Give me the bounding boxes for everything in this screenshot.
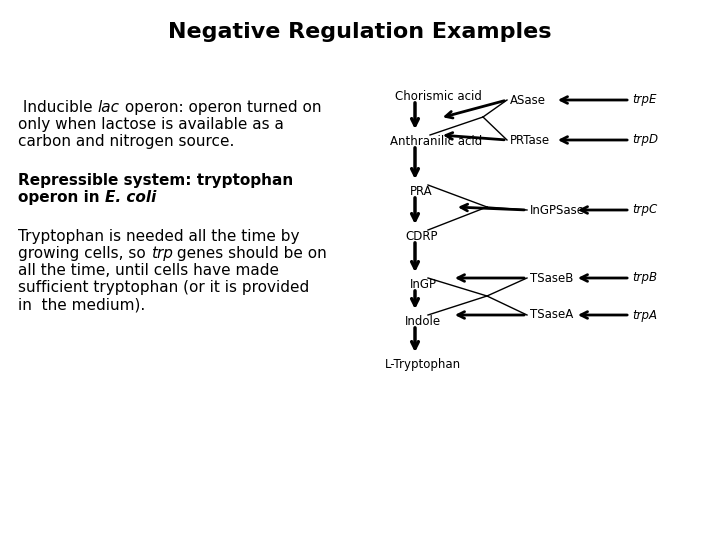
Text: only when lactose is available as a: only when lactose is available as a	[18, 117, 284, 132]
Text: trpB: trpB	[632, 272, 657, 285]
Text: InGP: InGP	[410, 278, 437, 291]
Text: ASase: ASase	[510, 93, 546, 106]
Text: Anthranilic acid: Anthranilic acid	[390, 135, 482, 148]
Text: PRTase: PRTase	[510, 133, 550, 146]
Text: Repressible system: tryptophan: Repressible system: tryptophan	[18, 173, 293, 188]
Text: E. coli: E. coli	[105, 190, 156, 205]
Text: Inducible: Inducible	[18, 100, 97, 115]
Text: trp: trp	[150, 246, 173, 261]
Text: in  the medium).: in the medium).	[18, 297, 145, 312]
Text: PRA: PRA	[410, 185, 433, 198]
Text: L-Tryptophan: L-Tryptophan	[385, 358, 461, 371]
Text: Negative Regulation Examples: Negative Regulation Examples	[168, 22, 552, 42]
Text: TSaseA: TSaseA	[530, 308, 573, 321]
Text: genes should be on: genes should be on	[173, 246, 328, 261]
Text: TSaseB: TSaseB	[530, 272, 573, 285]
Text: trpE: trpE	[632, 93, 657, 106]
Text: operon: operon turned on: operon: operon turned on	[120, 100, 321, 115]
Text: carbon and nitrogen source.: carbon and nitrogen source.	[18, 134, 235, 149]
Text: trpA: trpA	[632, 308, 657, 321]
Text: InGPSase: InGPSase	[530, 204, 585, 217]
Text: CDRP: CDRP	[405, 230, 438, 243]
Text: trpD: trpD	[632, 133, 658, 146]
Text: Tryptophan is needed all the time by: Tryptophan is needed all the time by	[18, 229, 300, 244]
Text: Indole: Indole	[405, 315, 441, 328]
Text: Chorismic acid: Chorismic acid	[395, 90, 482, 103]
Text: sufficient tryptophan (or it is provided: sufficient tryptophan (or it is provided	[18, 280, 310, 295]
Text: operon in: operon in	[18, 190, 105, 205]
Text: all the time, until cells have made: all the time, until cells have made	[18, 263, 279, 278]
Text: growing cells, so: growing cells, so	[18, 246, 150, 261]
Text: lac: lac	[97, 100, 120, 115]
Text: trpC: trpC	[632, 204, 657, 217]
